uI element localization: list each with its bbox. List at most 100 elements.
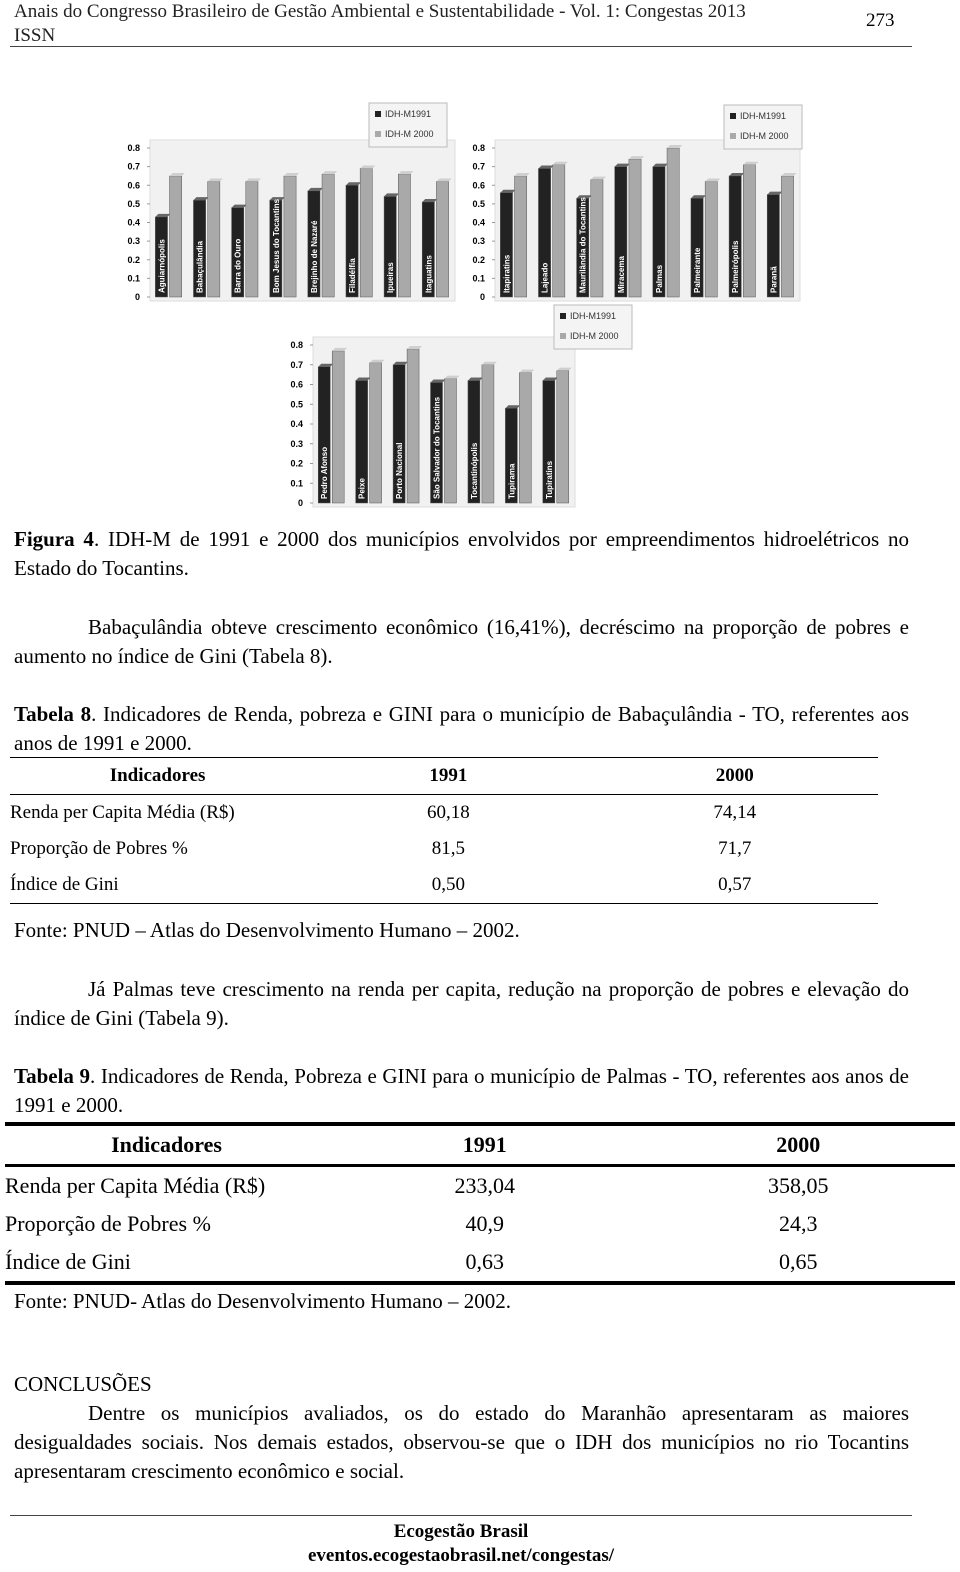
- table-header-cell: Indicadores: [5, 1122, 328, 1167]
- table-cell: 0,65: [641, 1243, 955, 1285]
- category-label: Bom Jesus do Tocantins: [272, 198, 281, 293]
- bar: [576, 198, 590, 298]
- table-row: Renda per Capita Média (R$) 60,18 74,14: [10, 795, 878, 832]
- bar: [514, 175, 527, 298]
- category-label: São Salvador do Tocantins: [433, 396, 442, 499]
- category-label: Maurilândia do Tocantins: [579, 197, 588, 293]
- category-label: Barra do Ouro: [234, 239, 243, 293]
- category-label: Tocantinópolis: [470, 442, 479, 499]
- bar: [231, 207, 245, 298]
- y-tick-label: 0.1: [290, 478, 303, 488]
- bar-top: [576, 195, 592, 199]
- footer-rule: [10, 1515, 912, 1516]
- y-tick-label: 0.2: [127, 255, 140, 265]
- bar-top: [538, 165, 554, 169]
- category-label: Lajeado: [541, 263, 550, 293]
- bar-top: [705, 178, 721, 182]
- category-label: Brejinho de Nazaré: [310, 220, 319, 293]
- footer: Ecogestão Brasil eventos.ecogestaobrasil…: [0, 1520, 922, 1568]
- bar-top: [332, 347, 348, 351]
- category-label: Porto Nacional: [395, 443, 404, 499]
- bar: [155, 216, 168, 298]
- bar-top: [514, 172, 530, 176]
- table-cell: 40,9: [465, 1211, 505, 1236]
- y-tick-label: 0.5: [472, 199, 485, 209]
- bar-top: [307, 187, 324, 191]
- table-cell: 0,63: [328, 1243, 642, 1285]
- section-title: CONCLUSÕES: [14, 1372, 152, 1396]
- table-header-cell: Indicadores: [10, 757, 306, 795]
- category-label: Itapiratins: [502, 254, 511, 293]
- y-tick-label: 0.8: [127, 143, 140, 153]
- bar-top: [231, 204, 247, 208]
- table-row: Proporção de Pobres % 40,9 24,3: [5, 1205, 955, 1243]
- bar: [519, 372, 532, 504]
- table-header-cell: 2000: [591, 757, 878, 795]
- table-label: Tabela 8: [14, 702, 92, 726]
- bar: [436, 181, 449, 298]
- table-cell: 233,04: [454, 1173, 516, 1198]
- category-label: Ipueiras: [386, 262, 395, 293]
- category-label: Peixe: [358, 478, 367, 499]
- bar-top: [652, 163, 669, 167]
- bar-top: [355, 377, 371, 381]
- bar-top: [369, 359, 385, 363]
- bar-top: [283, 172, 300, 176]
- bar: [245, 181, 259, 298]
- category-label: Palmeirante: [693, 247, 702, 293]
- legend-box: [553, 304, 633, 350]
- bar: [690, 198, 704, 298]
- figure-label: Figura 4: [14, 527, 94, 551]
- bar-top: [345, 182, 362, 186]
- bar-top: [393, 361, 409, 365]
- bar: [359, 168, 373, 298]
- bar-top: [407, 345, 423, 349]
- y-tick-label: 0.4: [472, 218, 485, 228]
- legend-swatch: [730, 113, 736, 119]
- table-cell: 24,3: [779, 1211, 818, 1236]
- category-label: Paranã: [769, 266, 778, 293]
- bar-top: [245, 178, 261, 182]
- bar-top: [542, 377, 558, 381]
- footer-url: eventos.ecogestaobrasil.net/congestas/: [307, 1545, 615, 1566]
- y-tick-label: 0.1: [127, 273, 140, 283]
- y-tick-label: 0.2: [290, 459, 303, 469]
- y-tick-label: 0: [480, 292, 485, 302]
- figure-caption: Figura 4. IDH-M de 1991 e 2000 dos munic…: [14, 525, 909, 583]
- y-tick-label: 0: [298, 498, 303, 508]
- header-title: Anais do Congresso Brasileiro de Gestão …: [14, 1, 746, 22]
- y-tick-label: 0.6: [290, 380, 303, 390]
- table-caption: Tabela 9. Indicadores de Renda, Pobreza …: [14, 1062, 909, 1120]
- bar: [207, 181, 221, 298]
- bar-top: [467, 377, 483, 381]
- header-rule: [10, 46, 912, 47]
- table-caption: Tabela 8. Indicadores de Renda, pobreza …: [14, 700, 909, 758]
- bar: [590, 179, 604, 298]
- paragraph: Já Palmas teve crescimento na renda per …: [14, 977, 909, 1030]
- table-header-cell: 1991: [305, 757, 592, 795]
- plot-background: [312, 336, 576, 508]
- bar-top: [690, 195, 707, 199]
- bar: [169, 175, 182, 298]
- y-tick-label: 0.2: [472, 255, 485, 265]
- bar-top: [590, 176, 606, 180]
- chart: 0 0.1 0.2 0.3 0.4 0.5 0.6 0.7 0.8 Aguiarnópolis Ba…: [127, 102, 456, 302]
- table: Indicadores 1991 2000 Renda per Capita Médi…: [10, 757, 878, 904]
- chart: 0 0.1 0.2 0.3 0.4 0.5 0.6 0.7 0.8 Itapiratins Laje…: [472, 104, 803, 302]
- bar-top: [169, 172, 185, 176]
- bar-top: [384, 193, 400, 197]
- y-tick-label: 0.3: [290, 439, 303, 449]
- bar-top: [398, 171, 414, 175]
- bar: [406, 348, 420, 504]
- table-cell: Renda per Capita Média (R$): [10, 802, 235, 823]
- legend-box: [723, 104, 803, 150]
- y-tick-label: 0.8: [290, 340, 303, 350]
- bar-top: [430, 379, 446, 383]
- bar: [781, 175, 794, 298]
- bar-top: [481, 361, 497, 365]
- bar: [666, 147, 680, 298]
- y-tick-label: 0.7: [290, 360, 303, 370]
- y-tick-label: 0.5: [290, 399, 303, 409]
- bar: [552, 164, 566, 298]
- table-cell: 0,57: [591, 867, 878, 904]
